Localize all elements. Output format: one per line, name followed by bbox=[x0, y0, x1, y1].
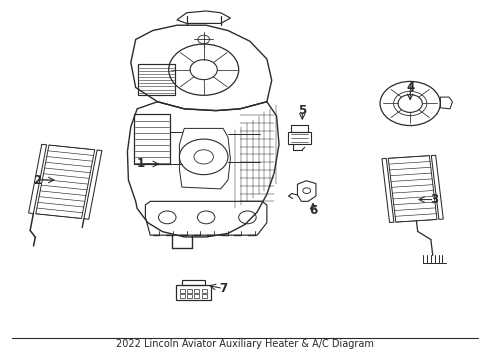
Text: 7: 7 bbox=[219, 282, 227, 295]
Text: 5: 5 bbox=[298, 104, 306, 117]
Text: 6: 6 bbox=[309, 204, 317, 217]
Text: 1: 1 bbox=[137, 157, 145, 171]
Text: 3: 3 bbox=[430, 193, 439, 206]
Text: 4: 4 bbox=[406, 81, 415, 94]
Text: 2022 Lincoln Aviator Auxiliary Heater & A/C Diagram: 2022 Lincoln Aviator Auxiliary Heater & … bbox=[116, 339, 374, 349]
Text: 2: 2 bbox=[33, 174, 41, 186]
